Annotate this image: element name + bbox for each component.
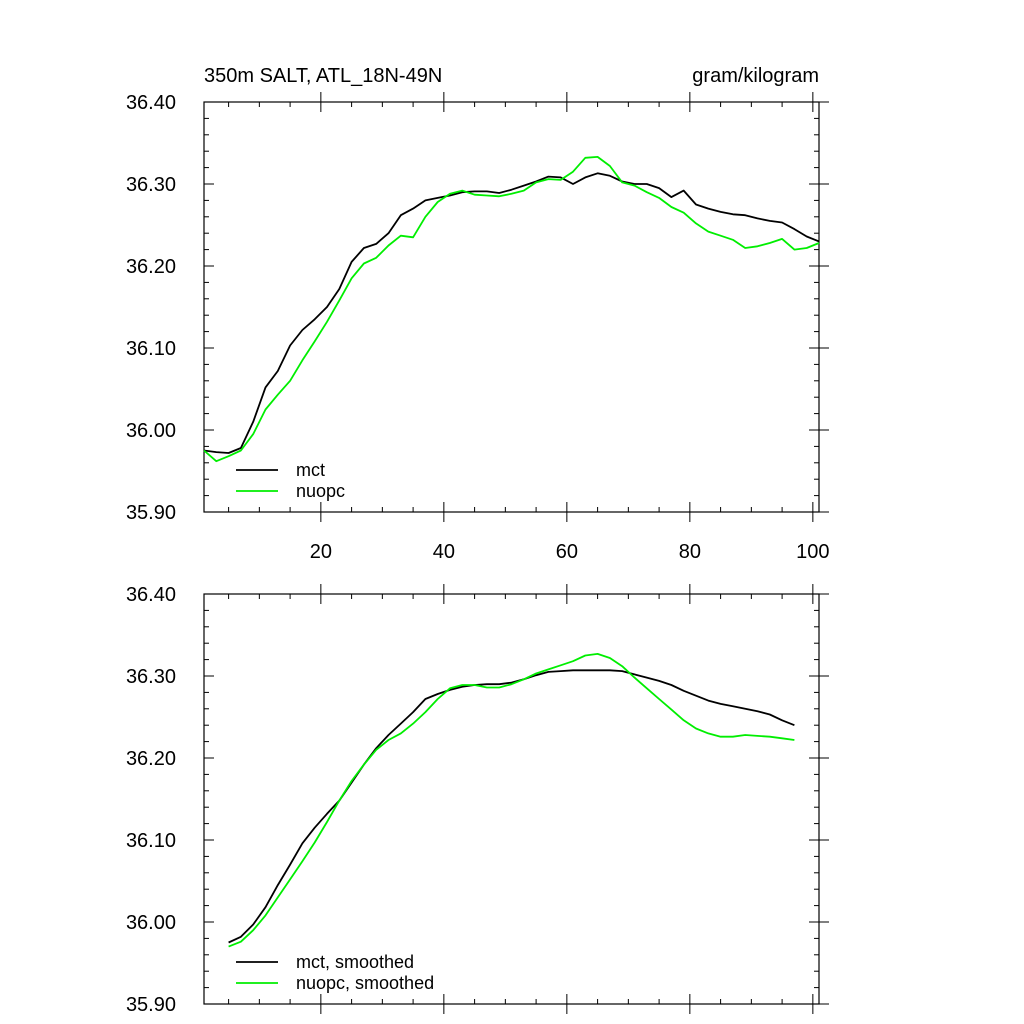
y-tick-label: 36.00 xyxy=(126,420,176,442)
y-tick-label: 36.00 xyxy=(126,912,176,934)
chart-title: 350m SALT, ATL_18N-49N xyxy=(204,65,442,87)
y-tick-label: 36.20 xyxy=(126,748,176,770)
plot-frame xyxy=(203,593,820,1005)
x-tick-label: 80 xyxy=(679,541,701,563)
legend-label: nuopc xyxy=(296,481,345,501)
series-line-nuopc xyxy=(203,156,820,463)
x-tick-label: 40 xyxy=(433,541,455,563)
chart-panel-1: 35.90 36.00 36.10 36.20 36.30 36.40 20 40 60 80 10… xyxy=(126,65,830,563)
series-line-mct-smoothed xyxy=(228,669,795,944)
y-tick-label: 36.30 xyxy=(126,666,176,688)
legend-label: mct xyxy=(296,460,325,480)
units-label: gram/kilogram xyxy=(692,65,819,87)
plot-frame xyxy=(203,101,820,513)
y-tick-label: 36.10 xyxy=(126,830,176,852)
series-line-nuopc-smoothed xyxy=(228,653,795,948)
y-tick-label: 36.30 xyxy=(126,174,176,196)
y-tick-label: 36.20 xyxy=(126,256,176,278)
x-tick-label: 20 xyxy=(310,541,332,563)
y-tick-label: 35.90 xyxy=(126,994,176,1016)
y-tick-label: 36.10 xyxy=(126,338,176,360)
y-tick-label: 36.40 xyxy=(126,584,176,606)
legend-label: nuopc, smoothed xyxy=(296,973,434,993)
y-tick-label: 36.40 xyxy=(126,92,176,114)
chart-panel-2: 35.90 36.00 36.10 36.20 36.30 36.40 mct, smoot… xyxy=(126,584,829,1016)
x-tick-label: 100 xyxy=(796,541,829,563)
series-line-mct xyxy=(203,172,820,454)
legend-label: mct, smoothed xyxy=(296,952,414,972)
x-tick-label: 60 xyxy=(556,541,578,563)
y-tick-label: 35.90 xyxy=(126,502,176,524)
